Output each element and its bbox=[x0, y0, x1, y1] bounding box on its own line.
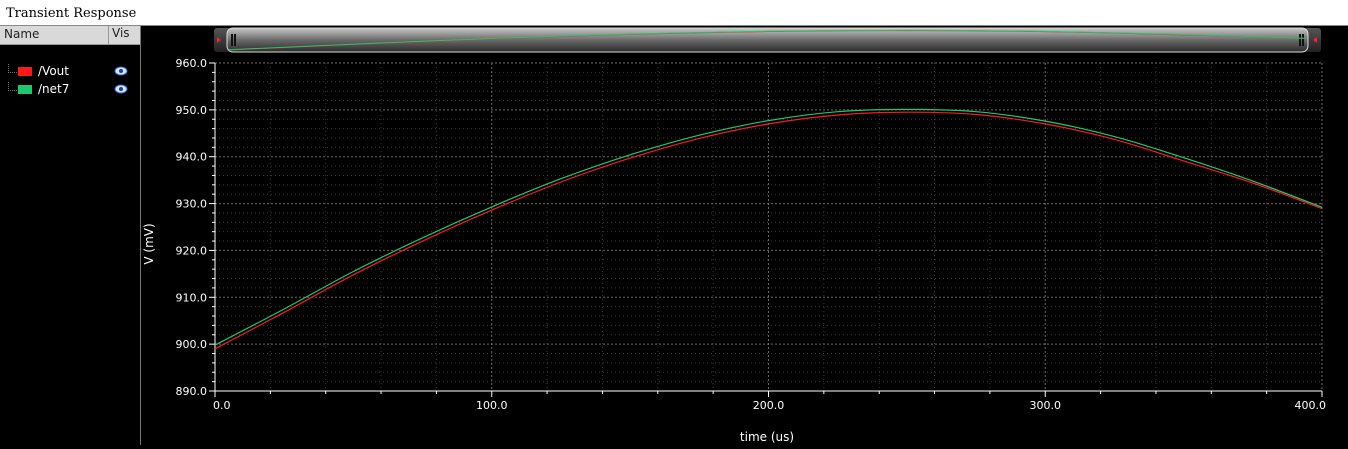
x-tick-label: 400.0 bbox=[1295, 399, 1327, 412]
legend-swatch bbox=[18, 67, 32, 76]
legend-label: /Vout bbox=[38, 64, 69, 78]
legend-column-header: Name Vis bbox=[0, 26, 140, 45]
left-grip-icon[interactable] bbox=[231, 34, 236, 46]
legend-panel: Name Vis /Vout /net7 bbox=[0, 26, 141, 445]
y-tick-label: 960.0 bbox=[176, 57, 208, 70]
y-tick-label: 890.0 bbox=[176, 385, 208, 398]
window-titlebar: Transient Response bbox=[0, 0, 1348, 26]
series-line-net7 bbox=[214, 108, 1323, 346]
y-tick-label: 930.0 bbox=[176, 198, 208, 211]
legend-item-vout[interactable]: /Vout bbox=[0, 64, 140, 80]
y-tick-label: 900.0 bbox=[176, 338, 208, 351]
legend-swatch bbox=[18, 85, 32, 94]
eye-icon[interactable] bbox=[114, 65, 128, 77]
y-tick-label: 950.0 bbox=[176, 104, 208, 117]
x-tick-label: 0.0 bbox=[213, 399, 231, 412]
tree-connector bbox=[8, 64, 17, 73]
overview-line-net7 bbox=[228, 29, 1307, 51]
transient-chart[interactable]: 890.0 900.0 910.0 920.0 930.0 940.0 950.0 960.0… bbox=[141, 26, 1348, 445]
tree-connector bbox=[8, 82, 17, 91]
right-grip-icon[interactable] bbox=[1299, 34, 1304, 46]
column-header-vis[interactable]: Vis bbox=[108, 26, 140, 44]
scroll-left-arrow-icon[interactable] bbox=[217, 37, 221, 43]
y-tick-label: 940.0 bbox=[176, 151, 208, 164]
overview-thumb[interactable] bbox=[226, 27, 1309, 53]
window-title: Transient Response bbox=[6, 6, 137, 21]
series-line-Vout bbox=[214, 111, 1323, 350]
overview-scrollbar[interactable] bbox=[214, 27, 1321, 53]
column-header-name[interactable]: Name bbox=[4, 27, 40, 41]
legend-label: /net7 bbox=[38, 82, 70, 96]
x-tick-label: 300.0 bbox=[1030, 399, 1062, 412]
y-axis-label: V (mV) bbox=[142, 223, 156, 264]
x-tick-label: 100.0 bbox=[476, 399, 508, 412]
scroll-right-arrow-icon[interactable] bbox=[1313, 37, 1317, 43]
eye-icon[interactable] bbox=[114, 83, 128, 95]
y-tick-label: 920.0 bbox=[176, 244, 208, 257]
legend-item-net7[interactable]: /net7 bbox=[0, 82, 140, 98]
y-tick-label: 910.0 bbox=[176, 291, 208, 304]
x-tick-label: 200.0 bbox=[753, 399, 785, 412]
plot-area[interactable]: 890.0 900.0 910.0 920.0 930.0 940.0 950.0 960.0… bbox=[141, 26, 1348, 445]
x-axis-label: time (us) bbox=[740, 430, 794, 444]
